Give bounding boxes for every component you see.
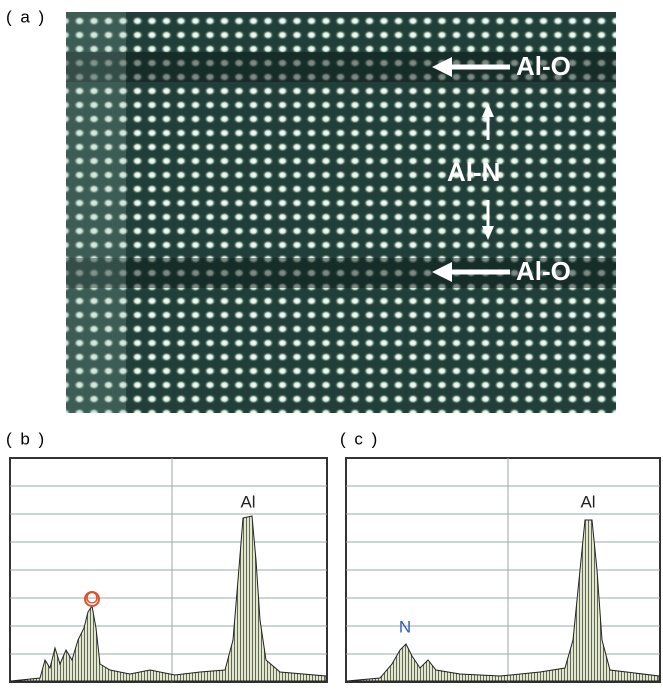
peak-label: Al (580, 492, 595, 511)
annotation: Al-N (447, 157, 500, 187)
peak-label: Al (240, 492, 255, 511)
annotation: Al-O (516, 51, 571, 81)
spectrum-b (9, 457, 328, 683)
panel-label: ( c ) (340, 429, 379, 448)
dark-band (66, 52, 616, 82)
dark-band (66, 258, 616, 288)
arrow (432, 57, 510, 282)
peak-marker (84, 591, 100, 607)
panel-label: ( a ) (6, 7, 46, 26)
annotation: Al-O (516, 256, 571, 286)
peak-label: O (85, 588, 98, 607)
panel-label: ( b ) (6, 429, 46, 448)
peak-label: N (399, 617, 411, 636)
edge-haze (66, 12, 126, 413)
spectrum-c (345, 457, 661, 683)
